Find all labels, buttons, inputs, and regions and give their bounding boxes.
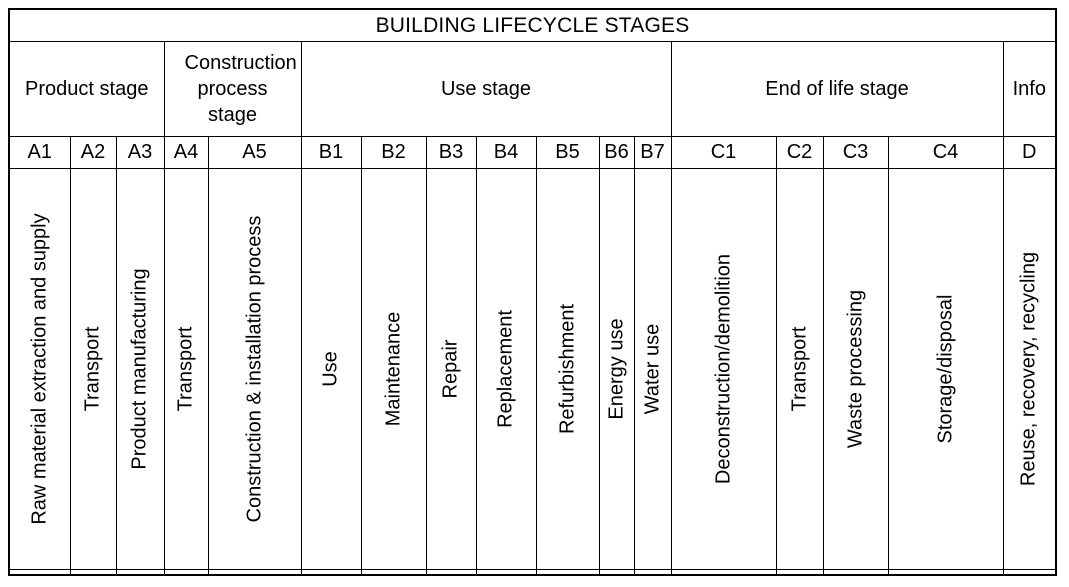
code-cell-a5: A5 (207, 136, 302, 169)
desc-cell-a5: Construction & installation process (207, 168, 302, 570)
desc-label-a4: Transport (174, 326, 197, 412)
code-cell-c4: C4 (887, 136, 1004, 169)
desc-cell-c1: Deconstruction/demolition (670, 168, 777, 570)
code-cell-a4: A4 (163, 136, 209, 169)
stage-group-end-of-life: End of life stage (670, 41, 1004, 137)
footer-cell (598, 569, 635, 576)
stage-group-product: Product stage (8, 41, 165, 137)
desc-cell-b3: Repair (425, 168, 477, 570)
code-cell-b4: B4 (475, 136, 537, 169)
desc-label-b7: Water use (641, 323, 663, 415)
desc-cell-b5: Refurbishment (535, 168, 600, 570)
code-cell-c3: C3 (822, 136, 889, 169)
code-cell-d: D (1002, 136, 1057, 169)
stage-group-construction-process-label: Construction process stage (184, 52, 297, 126)
desc-cell-b7: Water use (633, 168, 672, 570)
footer-cell (535, 569, 600, 576)
code-cell-b6: B6 (598, 136, 635, 169)
code-cell-b2: B2 (360, 136, 427, 169)
desc-cell-d: Reuse, recovery, recycling (1002, 168, 1057, 570)
footer-cell (670, 569, 777, 576)
footer-cell (115, 569, 165, 576)
building-lifecycle-table: BUILDING LIFECYCLE STAGES Product stage … (8, 8, 1058, 576)
desc-label-a5: Construction & installation process (243, 215, 265, 523)
desc-label-b2: Maintenance (382, 311, 404, 427)
desc-cell-a2: Transport (69, 168, 117, 570)
desc-label-c4: Storage/disposal (934, 294, 956, 444)
footer-cell (887, 569, 1004, 576)
desc-label-b1: Use (319, 351, 342, 387)
stage-group-row: Product stage Construction process stage… (8, 41, 1057, 137)
desc-cell-a4: Transport (163, 168, 209, 570)
code-cell-a1: A1 (8, 136, 71, 169)
footer-cell (822, 569, 889, 576)
stage-group-use-label: Use stage (440, 78, 532, 100)
code-cell-b1: B1 (300, 136, 362, 169)
desc-cell-c2: Transport (775, 168, 824, 570)
desc-cell-b1: Use (300, 168, 362, 570)
code-cell-a2: A2 (69, 136, 117, 169)
desc-label-c3: Waste processing (844, 289, 866, 449)
desc-label-d: Reuse, recovery, recycling (1017, 251, 1040, 487)
desc-label-c1: Deconstruction/demolition (712, 253, 734, 485)
desc-label-b4: Replacement (494, 310, 517, 428)
desc-cell-b6: Energy use (598, 168, 635, 570)
desc-cell-c3: Waste processing (822, 168, 889, 570)
footer-cell (775, 569, 824, 576)
desc-cell-a3: Product manufacturing (115, 168, 165, 570)
stage-description-row: Raw material extraction and supply Trans… (8, 168, 1057, 570)
footer-cell (300, 569, 362, 576)
footer-cell (69, 569, 117, 576)
empty-footer-row (8, 569, 1057, 576)
footer-cell (475, 569, 537, 576)
desc-cell-c4: Storage/disposal (887, 168, 1004, 570)
desc-cell-b4: Replacement (475, 168, 537, 570)
table-title: BUILDING LIFECYCLE STAGES (8, 8, 1057, 42)
stage-group-end-of-life-label: End of life stage (765, 78, 909, 100)
stage-code-row: A1 A2 A3 A4 A5 B1 B2 B3 B4 B5 B6 B7 C1 C… (8, 136, 1057, 169)
code-cell-c2: C2 (775, 136, 824, 169)
desc-label-a1: Raw material extraction and supply (28, 213, 51, 525)
desc-label-a3: Product manufacturing (128, 268, 151, 470)
footer-cell (207, 569, 302, 576)
desc-label-b6: Energy use (605, 318, 627, 420)
footer-cell (1002, 569, 1057, 576)
footer-cell (163, 569, 209, 576)
desc-label-a2: Transport (81, 326, 104, 412)
stage-group-use: Use stage (300, 41, 672, 137)
desc-cell-b2: Maintenance (360, 168, 427, 570)
desc-cell-a1: Raw material extraction and supply (8, 168, 71, 570)
title-row: BUILDING LIFECYCLE STAGES (8, 8, 1057, 42)
code-cell-b5: B5 (535, 136, 600, 169)
footer-cell (425, 569, 477, 576)
footer-cell (360, 569, 427, 576)
stage-group-info: Info (1002, 41, 1057, 137)
footer-cell (633, 569, 672, 576)
stage-group-construction-process: Construction process stage (163, 41, 302, 137)
desc-label-c2: Transport (788, 326, 810, 412)
desc-label-b3: Repair (439, 339, 462, 399)
page: BUILDING LIFECYCLE STAGES Product stage … (0, 8, 1069, 587)
stage-group-info-label: Info (1012, 78, 1046, 100)
desc-label-b5: Refurbishment (556, 303, 578, 435)
code-cell-b3: B3 (425, 136, 477, 169)
stage-group-product-label: Product stage (25, 78, 149, 100)
code-cell-b7: B7 (633, 136, 672, 169)
code-cell-c1: C1 (670, 136, 777, 169)
footer-cell (8, 569, 71, 576)
code-cell-a3: A3 (115, 136, 165, 169)
